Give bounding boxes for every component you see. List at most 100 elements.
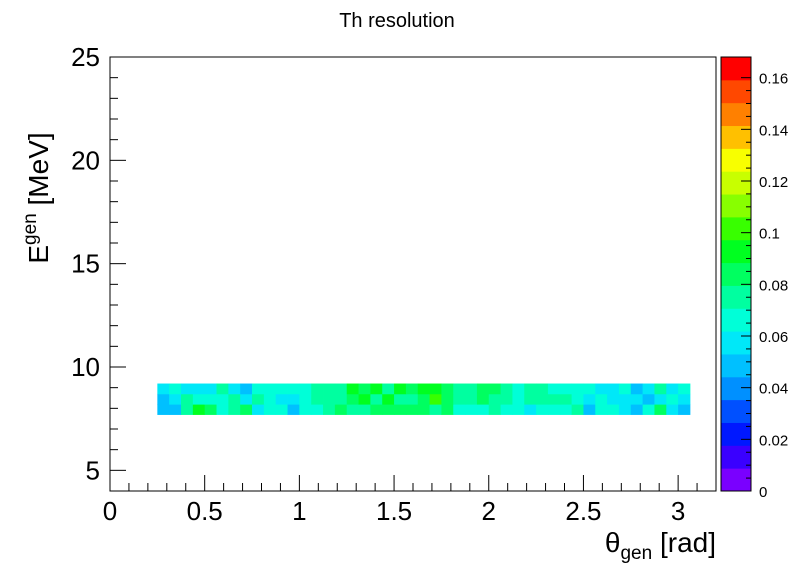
y-axis-label-unit: [MeV] xyxy=(23,132,54,213)
x-tick-label: 3 xyxy=(671,496,685,526)
heatmap-cell xyxy=(252,393,265,405)
heatmap-cell xyxy=(512,404,525,415)
heatmap-cell xyxy=(216,383,229,395)
heatmap-cell xyxy=(394,393,407,405)
heatmap-cells xyxy=(157,383,691,415)
heatmap-cell xyxy=(204,404,217,415)
heatmap-cell xyxy=(536,404,549,415)
heatmap-cell xyxy=(536,393,549,405)
heatmap-cell xyxy=(334,404,348,415)
heatmap-cell xyxy=(465,404,478,415)
heatmap-cell xyxy=(583,393,596,405)
x-tick-label: 0.5 xyxy=(187,496,223,526)
heatmap-cell xyxy=(263,393,277,405)
heatmap-cell xyxy=(405,393,419,405)
heatmap-cell xyxy=(524,393,537,405)
heatmap-cell xyxy=(323,393,336,405)
heatmap-cell xyxy=(476,404,490,415)
heatmap-cell xyxy=(181,383,194,395)
heatmap-cell xyxy=(370,404,383,415)
colorbar-segment xyxy=(721,57,751,81)
x-tick-label: 2 xyxy=(482,496,496,526)
colorbar-segment xyxy=(721,194,751,218)
heatmap-cell xyxy=(678,393,691,405)
colorbar-tick-label: 0.06 xyxy=(759,329,788,346)
colorbar-segment xyxy=(721,399,751,423)
heatmap-cell xyxy=(263,383,277,395)
heatmap-cell xyxy=(607,393,620,405)
heatmap-cell xyxy=(512,383,525,395)
colorbar: 0 0.02 0.04 0.06 0.08 0.1 0.12 0.14 0.16 xyxy=(720,56,788,501)
heatmap-cell xyxy=(642,393,655,405)
colorbar-segment xyxy=(721,445,751,469)
heatmap-cell xyxy=(405,383,419,395)
heatmap-cell xyxy=(157,393,170,405)
heatmap-cell xyxy=(618,393,632,405)
heatmap-cell xyxy=(169,393,182,405)
heatmap-cell xyxy=(334,383,348,395)
colorbar-tick-label: 0.02 xyxy=(759,432,788,449)
heatmap-cell xyxy=(287,383,300,395)
colorbar-segment xyxy=(721,308,751,332)
heatmap-cell xyxy=(465,383,478,395)
heatmap-cell xyxy=(157,404,170,415)
y-axis: 5 10 15 20 25 xyxy=(71,42,126,492)
heatmap-cell xyxy=(453,383,466,395)
heatmap-cell xyxy=(311,404,324,415)
heatmap-cell xyxy=(595,404,608,415)
heatmap-cell xyxy=(453,404,466,415)
colorbar-segment xyxy=(721,376,751,401)
heatmap-cell xyxy=(228,383,241,395)
heatmap-cell xyxy=(547,404,561,415)
heatmap-cell xyxy=(394,404,407,415)
heatmap-cell xyxy=(370,383,383,395)
heatmap-cell xyxy=(334,393,348,405)
heatmap-cell xyxy=(630,393,644,405)
colorbar-tick-label: 0.1 xyxy=(759,226,780,243)
heatmap-cell xyxy=(547,393,561,405)
colorbar-segment xyxy=(721,125,751,149)
heatmap-cell xyxy=(181,404,194,415)
y-axis-label: Egen [MeV] xyxy=(20,132,54,263)
heatmap-cell xyxy=(666,393,679,405)
heatmap-cell xyxy=(666,383,679,395)
heatmap-cell xyxy=(192,383,206,395)
colorbar-segment xyxy=(721,216,751,241)
heatmap-cell xyxy=(192,393,206,405)
y-tick-label: 15 xyxy=(71,249,100,279)
heatmap-cell xyxy=(678,404,691,415)
colorbar-tick-label: 0.08 xyxy=(759,277,788,294)
heatmap-cell xyxy=(607,383,620,395)
heatmap-cell xyxy=(204,393,217,405)
heatmap-cell xyxy=(654,383,667,395)
heatmap-cell xyxy=(204,383,217,395)
heatmap-cell xyxy=(417,383,430,395)
heatmap-cell xyxy=(524,383,537,395)
heatmap-cell xyxy=(216,404,229,415)
colorbar-segment xyxy=(721,353,751,378)
heatmap-cell xyxy=(559,393,573,405)
colorbar-tick-label: 0.16 xyxy=(759,71,788,88)
heatmap-cell xyxy=(500,393,513,405)
heatmap-cell xyxy=(583,404,596,415)
heatmap-cell xyxy=(559,383,573,395)
heatmap-cell xyxy=(181,393,194,405)
heatmap-cell xyxy=(275,383,288,395)
heatmap-cell xyxy=(500,383,513,395)
heatmap-cell xyxy=(394,383,407,395)
y-tick-label: 20 xyxy=(71,145,100,175)
heatmap-cell xyxy=(311,393,324,405)
heatmap-cell xyxy=(618,404,632,415)
heatmap-cell xyxy=(488,404,501,415)
heatmap-cell xyxy=(547,383,561,395)
heatmap-cell xyxy=(666,404,679,415)
heatmap-cell xyxy=(346,383,359,395)
colorbar-segment xyxy=(721,468,751,492)
heatmap-cell xyxy=(299,404,312,415)
heatmap-cell xyxy=(358,383,371,395)
heatmap-cell xyxy=(500,404,513,415)
heatmap-cell xyxy=(323,383,336,395)
chart-title: Th resolution xyxy=(339,10,455,32)
heatmap-cell xyxy=(476,383,490,395)
heatmap-cell xyxy=(252,404,265,415)
